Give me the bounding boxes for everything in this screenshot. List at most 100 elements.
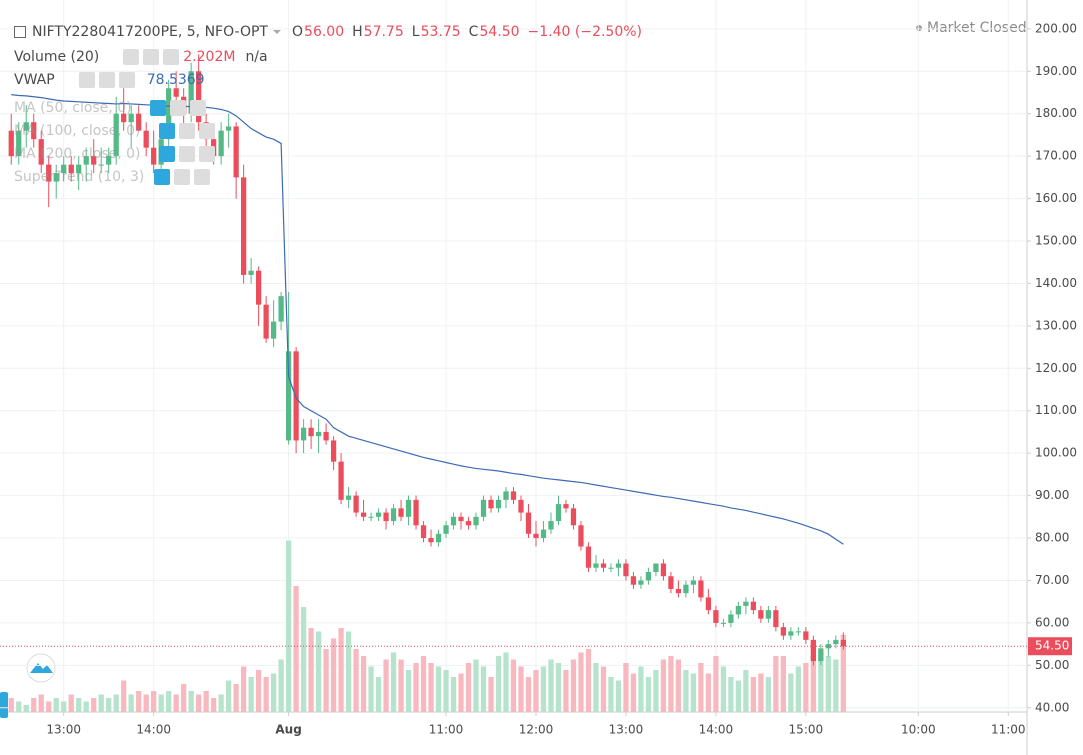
candle-body — [270, 321, 277, 339]
candle-body — [690, 580, 697, 585]
candle-body — [525, 512, 532, 534]
volume-bar — [241, 666, 247, 712]
candle-body — [638, 580, 644, 585]
volume-bar — [803, 663, 809, 712]
candle-body — [735, 605, 742, 615]
candle-body — [345, 495, 352, 500]
candle-body — [398, 508, 404, 517]
candle-body — [788, 631, 794, 636]
candle-body — [375, 512, 382, 517]
y-tick-label: 110.00 — [1035, 403, 1077, 417]
study-icons — [149, 100, 210, 116]
volume-bar — [578, 652, 584, 712]
candle-body — [285, 351, 292, 441]
volume-bar — [263, 677, 269, 712]
study-row: MA (100, close, 0) — [14, 121, 223, 141]
ohlc-value: 54.50 — [479, 24, 520, 40]
candle-body — [353, 495, 359, 513]
candle-body — [91, 156, 97, 165]
study-row: MA (200, close, 0) — [14, 144, 223, 164]
volume-bar — [405, 670, 412, 712]
y-tick-label: 40.00 — [1035, 700, 1069, 714]
candle-body — [405, 499, 412, 517]
x-tick-label: 10:00 — [901, 723, 936, 737]
volume-bar — [623, 663, 629, 712]
candle-body — [68, 164, 74, 174]
candle-body — [645, 571, 652, 581]
candle-body — [578, 525, 584, 547]
candle-body — [113, 113, 119, 157]
candle-body — [765, 610, 771, 619]
volume-bar — [383, 659, 389, 712]
candle-body — [53, 173, 59, 182]
candle-body — [166, 88, 172, 140]
volume-bar — [420, 656, 427, 712]
candle-body — [540, 529, 547, 539]
volume-bar — [8, 698, 14, 712]
scroll-button[interactable] — [0, 692, 8, 718]
volume-bar — [698, 663, 704, 712]
volume-bar — [450, 677, 457, 712]
volume-bar — [533, 670, 539, 712]
candle-body — [548, 521, 554, 530]
volume-bar — [68, 694, 74, 712]
study-icon — [158, 146, 175, 162]
candle-body — [570, 508, 577, 526]
candle-body — [121, 113, 127, 123]
volume-bar — [338, 628, 344, 712]
volume-bar — [653, 670, 659, 712]
x-tick-label: 14:00 — [136, 723, 171, 737]
x-tick-label: Aug — [275, 723, 301, 737]
y-tick-label: 140.00 — [1035, 276, 1077, 290]
ohlc-key: O — [292, 24, 304, 40]
candle-body — [338, 461, 344, 500]
ohlc-value: 57.75 — [363, 24, 404, 40]
candle-body — [803, 631, 809, 640]
study-name: Volume (20) — [14, 49, 100, 65]
volume-bar — [16, 701, 22, 712]
menu-caret[interactable] — [272, 28, 282, 36]
candle-body — [413, 499, 419, 526]
candle-body — [698, 580, 704, 598]
candle-body — [435, 533, 442, 543]
volume-bar — [795, 666, 801, 712]
study-icon — [189, 100, 206, 116]
volume-bar — [615, 680, 622, 712]
volume-bar — [345, 631, 352, 712]
volume-bar — [293, 586, 299, 712]
volume-bar — [285, 540, 292, 712]
volume-bar — [233, 684, 239, 712]
volume-bar — [203, 691, 209, 712]
volume-bar — [660, 659, 667, 712]
volume-bar — [480, 666, 487, 712]
candles — [8, 54, 846, 666]
study-icons — [158, 123, 219, 139]
volume-bar — [495, 656, 502, 712]
volume-bar — [83, 701, 89, 712]
volume-bar — [38, 694, 44, 712]
study-icon — [194, 169, 211, 185]
volume-bar — [518, 666, 524, 712]
volume-bar — [705, 673, 712, 712]
candle-body — [458, 516, 464, 522]
y-tick-label: 80.00 — [1035, 531, 1069, 545]
volume-bar — [300, 607, 307, 712]
volume-bar — [825, 656, 831, 712]
volume-bar — [31, 698, 37, 712]
candle-body — [143, 130, 149, 148]
collapse-icon[interactable] — [14, 26, 26, 38]
candle-body — [503, 491, 509, 500]
candle-body — [106, 156, 112, 165]
candle-body — [173, 88, 179, 97]
volume-bar — [435, 666, 442, 712]
volume-bar — [61, 701, 67, 712]
candle-body — [533, 533, 539, 539]
candle-body — [23, 122, 29, 131]
volume-bar — [555, 663, 562, 712]
volume-bar — [53, 698, 59, 712]
volume-bar — [181, 684, 187, 712]
candle-body — [795, 631, 801, 633]
candle-body — [630, 576, 637, 585]
volume-bar — [76, 698, 82, 712]
